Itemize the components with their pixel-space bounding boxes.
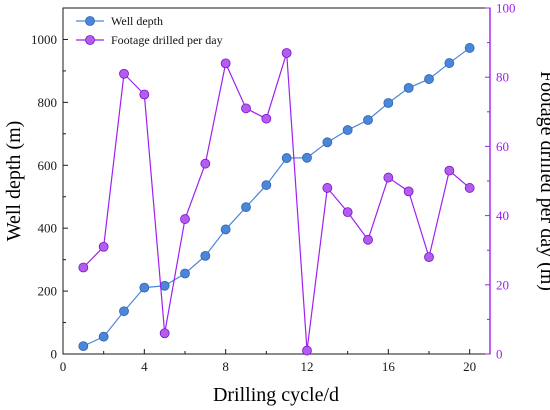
well-depth-point <box>383 98 394 108</box>
footage-point <box>464 183 475 193</box>
well-depth-point <box>261 180 272 190</box>
well-depth-point <box>363 115 373 125</box>
footage-point <box>78 262 89 273</box>
left-tick-label: 0 <box>51 347 58 362</box>
footage-point <box>200 158 211 169</box>
well-depth-point <box>424 74 434 84</box>
legend-well-depth-marker <box>85 16 95 26</box>
well-depth-point <box>200 250 211 261</box>
well-depth-point <box>281 153 292 163</box>
footage-point <box>363 234 373 245</box>
x-tick-label: 8 <box>222 359 229 374</box>
plot-frame <box>62 7 491 355</box>
right-tick-label: 40 <box>496 208 509 223</box>
right-axis-ticks: 0 20 40 60 80 100 <box>485 1 516 362</box>
footage-point <box>444 165 455 176</box>
well-depth-point <box>444 58 455 68</box>
footage-point <box>322 183 333 193</box>
x-tick-label: 20 <box>463 359 476 374</box>
right-tick-label: 100 <box>496 1 516 16</box>
x-tick-label: 0 <box>60 359 67 374</box>
well-depth-point <box>180 268 190 279</box>
footage-point <box>220 58 231 69</box>
footage-point <box>424 252 434 263</box>
left-tick-label: 1000 <box>31 32 57 47</box>
legend-footage-label: Footage drilled per day <box>111 33 223 47</box>
x-tick-label: 16 <box>382 359 396 374</box>
right-axis-title: Footage drilled per day (m) <box>536 71 550 291</box>
left-tick-label: 600 <box>38 158 58 173</box>
well-depth-point <box>119 306 129 317</box>
footage-point <box>281 48 292 58</box>
footage-point <box>342 207 353 218</box>
footage-point <box>383 172 394 183</box>
legend-footage-marker <box>85 35 95 45</box>
left-axis-title: Well depth (m) <box>3 121 25 242</box>
well-depth-point <box>322 137 333 148</box>
footage-point <box>180 214 190 224</box>
right-tick-label: 80 <box>496 70 509 85</box>
well-depth-point <box>342 125 353 135</box>
well-depth-point <box>159 280 170 291</box>
left-axis-ticks: 0 200 400 600 800 1000 <box>31 32 68 362</box>
well-depth-point <box>78 341 89 352</box>
well-depth-point <box>98 331 109 342</box>
x-tick-label: 4 <box>141 359 148 374</box>
well-depth-point <box>464 43 475 53</box>
footage-point <box>159 328 170 339</box>
footage-point <box>98 241 109 252</box>
well-depth-point <box>220 224 231 235</box>
footage-point <box>261 113 272 124</box>
well-depth-point <box>302 152 312 163</box>
x-tick-label: 12 <box>301 359 314 374</box>
well-depth-point <box>139 282 150 293</box>
left-tick-label: 400 <box>38 221 58 236</box>
right-tick-label: 60 <box>496 139 509 154</box>
footage-point <box>241 103 251 114</box>
footage-point <box>119 68 129 79</box>
legend: Well depth Footage drilled per day <box>76 14 223 47</box>
right-tick-label: 20 <box>496 277 509 292</box>
right-tick-label: 0 <box>496 347 503 362</box>
x-axis-title: Drilling cycle/d <box>213 384 339 406</box>
left-tick-label: 800 <box>38 95 58 110</box>
footage-point <box>139 89 150 100</box>
x-axis-ticks: 0 4 8 12 16 20 <box>60 349 476 374</box>
well-depth-point <box>241 202 251 213</box>
left-tick-label: 200 <box>38 284 58 299</box>
footage-point <box>403 186 414 197</box>
well-depth-point <box>403 82 414 93</box>
footage-point <box>302 345 312 356</box>
series-layer <box>78 43 475 356</box>
legend-well-depth-label: Well depth <box>111 14 163 28</box>
